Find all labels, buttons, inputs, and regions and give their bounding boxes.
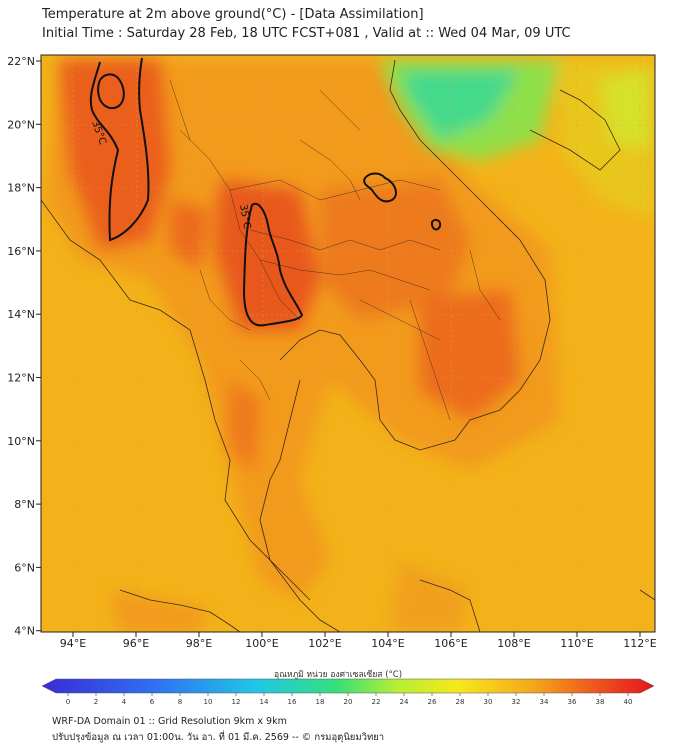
lon-tick-label: 96°E xyxy=(123,637,149,650)
lat-tick-label: 4°N xyxy=(14,625,35,638)
map-frame xyxy=(40,54,656,633)
cool-zone xyxy=(400,70,520,140)
isotherm-35 xyxy=(89,57,442,327)
colorbar xyxy=(41,678,655,694)
lon-axis: 94°E 96°E 98°E 100°E 102°E 104°E 106°E 108°E 110… xyxy=(60,632,657,650)
chart-title: Temperature at 2m above ground(°C) - [Da… xyxy=(42,7,424,22)
lon-tick-label: 104°E xyxy=(371,637,404,650)
lat-tick-label: 14°N xyxy=(7,308,35,321)
lon-tick-label: 102°E xyxy=(308,637,341,650)
hot-zone xyxy=(170,200,210,270)
lon-tick-label: 112°E xyxy=(623,637,656,650)
lon-tick-label: 94°E xyxy=(60,637,86,650)
footer-update-info: ปรับปรุงข้อมูล ณ เวลา 01:00น. วัน อา. ที… xyxy=(52,732,385,743)
lat-axis: 22°N 20°N 18°N 16°N 14°N 12°N 10°N 8°N 6°N 4°N xyxy=(7,55,41,638)
lat-tick-label: 20°N xyxy=(7,118,35,131)
colorbar-tick-label: 2 xyxy=(94,698,98,706)
lon-tick-label: 100°E xyxy=(245,637,278,650)
colorbar-tick-label: 34 xyxy=(540,698,549,706)
colorbar-tick-label: 16 xyxy=(288,698,297,706)
colorbar-tick-label: 36 xyxy=(568,698,577,706)
colorbar-tick-label: 28 xyxy=(456,698,465,706)
chart-subtitle: Initial Time : Saturday 28 Feb, 18 UTC F… xyxy=(42,26,571,41)
hot-zone xyxy=(320,180,470,320)
coastline xyxy=(41,59,655,632)
colorbar-tick-label: 26 xyxy=(428,698,437,706)
colorbar-tick-label: 14 xyxy=(260,698,269,706)
lat-tick-label: 8°N xyxy=(14,498,35,511)
colorbar-label: อุณหภูมิ หน่วย องศาเซลเซียส (°C) xyxy=(273,670,403,680)
land-warm-area xyxy=(390,560,470,632)
contour-label: 35°C xyxy=(237,204,252,230)
hot-zone xyxy=(230,380,260,470)
colorbar-tick-label: 8 xyxy=(178,698,182,706)
colorbar-tick-label: 20 xyxy=(344,698,353,706)
lon-tick-label: 108°E xyxy=(497,637,530,650)
colorbar-tick-label: 32 xyxy=(512,698,521,706)
hot-zone xyxy=(215,180,320,330)
colorbar-tick-label: 18 xyxy=(316,698,325,706)
lat-tick-label: 18°N xyxy=(7,182,35,195)
lat-tick-label: 6°N xyxy=(14,561,35,574)
colorbar-tick-label: 38 xyxy=(596,698,605,706)
colorbar-tick-label: 0 xyxy=(66,698,70,706)
colorbar-tick-label: 10 xyxy=(204,698,213,706)
colorbar-tick-label: 30 xyxy=(484,698,493,706)
colorbar-tick-label: 12 xyxy=(232,698,241,706)
lon-tick-label: 98°E xyxy=(186,637,212,650)
graticule xyxy=(41,55,655,632)
mild-zone xyxy=(600,70,650,150)
colorbar-ticks: 0 2 4 6 8 10 12 14 16 18 20 22 24 26 28 30 32 34 36 38 40 xyxy=(66,693,633,706)
lon-tick-label: 106°E xyxy=(434,637,467,650)
hot-zone xyxy=(60,60,170,250)
colorbar-tick-label: 40 xyxy=(624,698,633,706)
lat-tick-label: 22°N xyxy=(7,55,35,68)
colorbar-tick-label: 22 xyxy=(372,698,381,706)
colorbar-tick-label: 4 xyxy=(122,698,127,706)
province-borders xyxy=(169,79,501,421)
lon-tick-label: 110°E xyxy=(560,637,593,650)
colorbar-tick-label: 6 xyxy=(150,698,155,706)
lat-tick-label: 10°N xyxy=(7,435,35,448)
land-warm-area xyxy=(110,590,210,632)
colorbar-tick-label: 24 xyxy=(400,698,409,706)
lat-tick-label: 16°N xyxy=(7,245,35,258)
hot-zone xyxy=(420,290,520,420)
lat-tick-label: 12°N xyxy=(7,372,35,385)
footer-model-info: WRF-DA Domain 01 :: Grid Resolution 9km … xyxy=(52,716,287,727)
